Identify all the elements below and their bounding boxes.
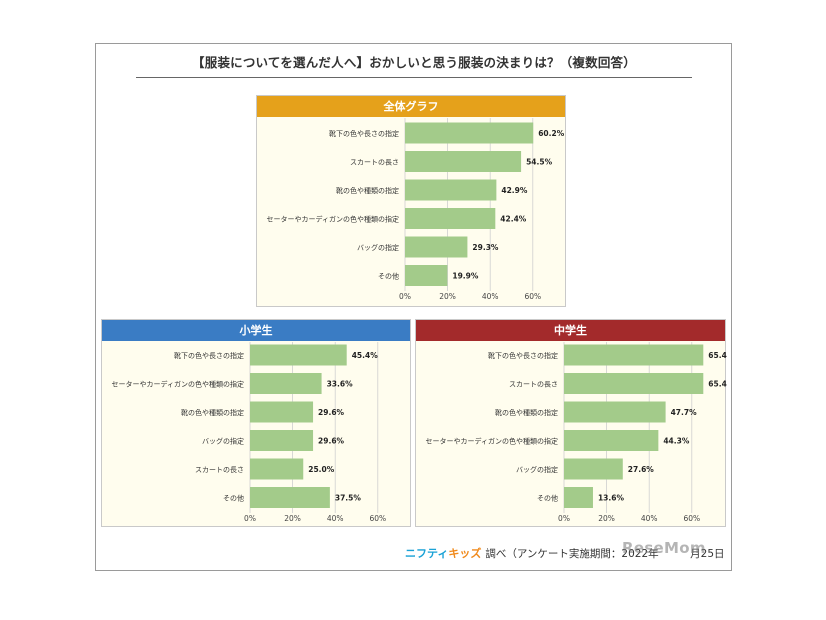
category-label: スカートの長さ xyxy=(195,466,244,474)
page-title: 【服装についてを選んだ人へ】おかしいと思う服装の決まりは？（複数回答） xyxy=(192,55,636,70)
data-label: 29.6% xyxy=(318,408,345,417)
bar xyxy=(564,373,704,394)
overall-bar-chart: 靴下の色や長さの指定 60.2% スカートの長さ 54.5% 靴の色や種類の指定 42.9… xyxy=(266,118,565,301)
overall-chart-panel: 全体グラフ 靴下の色や長さの指定 60.2% スカートの長さ 54.5% 靴の色や種類の… xyxy=(256,95,566,307)
bar xyxy=(250,487,330,508)
x-tick-label: 20% xyxy=(439,292,456,301)
data-label: 33.6% xyxy=(327,380,354,389)
bar xyxy=(250,401,314,423)
x-tick-label: 0% xyxy=(244,514,256,523)
data-label: 65.4% xyxy=(708,351,727,360)
data-label: 65.4% xyxy=(708,380,727,389)
x-tick-label: 0% xyxy=(399,292,411,301)
title-underline xyxy=(136,77,692,78)
bar xyxy=(564,344,704,366)
category-label: 靴下の色や長さの指定 xyxy=(488,351,558,360)
category-label: バッグの指定 xyxy=(516,465,558,474)
data-label: 19.9% xyxy=(452,272,479,281)
data-label: 29.3% xyxy=(472,243,499,252)
category-label: その他 xyxy=(223,494,244,503)
data-label: 42.4% xyxy=(500,215,527,224)
bar xyxy=(564,430,659,451)
category-label: その他 xyxy=(537,494,558,503)
category-label: 靴下の色や長さの指定 xyxy=(174,351,244,360)
data-label: 25.0% xyxy=(308,465,335,474)
category-label: スカートの長さ xyxy=(350,159,399,167)
x-tick-label: 40% xyxy=(482,292,499,301)
category-label: セーターやカーディガンの色や種類の指定 xyxy=(425,437,558,446)
category-label: セーターやカーディガンの色や種類の指定 xyxy=(266,215,399,224)
x-tick-label: 60% xyxy=(683,514,700,523)
bar xyxy=(405,122,534,144)
x-tick-label: 40% xyxy=(327,514,344,523)
data-label: 44.3% xyxy=(663,437,690,446)
category-label: 靴の色や種類の指定 xyxy=(495,408,558,417)
bar xyxy=(564,401,666,423)
data-label: 54.5% xyxy=(526,158,553,167)
data-label: 42.9% xyxy=(501,186,528,195)
bar xyxy=(250,430,314,451)
data-label: 27.6% xyxy=(628,465,655,474)
overall-chart-header: 全体グラフ xyxy=(257,96,565,117)
x-tick-label: 0% xyxy=(558,514,570,523)
category-label: 靴下の色や長さの指定 xyxy=(329,129,399,138)
category-label: 靴の色や種類の指定 xyxy=(181,408,244,417)
category-label: セーターやカーディガンの色や種類の指定 xyxy=(111,380,244,389)
bar xyxy=(250,458,304,480)
x-tick-label: 60% xyxy=(524,292,541,301)
bar xyxy=(405,208,496,229)
category-label: スカートの長さ xyxy=(509,381,558,389)
middle-school-chart-panel: 中学生 靴下の色や長さの指定 65.4% スカートの長さ 65.4% 靴の色や種類の指定… xyxy=(415,319,727,527)
brand-part-1: ニフティ xyxy=(405,547,449,560)
bar xyxy=(564,458,623,480)
x-tick-label: 60% xyxy=(369,514,386,523)
nifty-kids-logo: ニフティキッズ xyxy=(405,547,481,560)
data-label: 37.5% xyxy=(335,494,362,503)
middle-school-chart-header: 中学生 xyxy=(416,320,725,341)
x-tick-label: 20% xyxy=(598,514,615,523)
data-label: 29.6% xyxy=(318,437,345,446)
bar xyxy=(405,179,497,201)
bar xyxy=(564,487,593,508)
survey-period-note: 調べ（アンケート実施期間：2022年 月25日 xyxy=(485,548,725,560)
x-tick-label: 20% xyxy=(284,514,301,523)
elementary-chart-panel: 小学生 靴下の色や長さの指定 45.4% セーターやカーディガンの色や種類の指定 33… xyxy=(101,319,411,527)
survey-footer: ニフティキッズ 調べ（アンケート実施期間：2022年 月25日 xyxy=(405,542,725,562)
bar xyxy=(250,373,322,394)
data-label: 45.4% xyxy=(352,351,379,360)
data-label: 60.2% xyxy=(538,129,565,138)
middle-school-bar-chart: 靴下の色や長さの指定 65.4% スカートの長さ 65.4% 靴の色や種類の指定 47.7… xyxy=(425,342,727,523)
category-label: その他 xyxy=(378,272,399,281)
category-label: バッグの指定 xyxy=(357,243,399,252)
brand-part-2: キッズ xyxy=(448,547,482,560)
bar xyxy=(405,265,448,286)
resemom-watermark: ReseMom xyxy=(622,539,706,557)
bar xyxy=(250,344,347,366)
bar xyxy=(405,151,522,172)
x-tick-label: 40% xyxy=(641,514,658,523)
category-label: 靴の色や種類の指定 xyxy=(336,186,399,195)
bar xyxy=(405,236,468,258)
elementary-chart-header: 小学生 xyxy=(102,320,410,341)
data-label: 13.6% xyxy=(598,494,625,503)
category-label: バッグの指定 xyxy=(202,437,244,446)
data-label: 47.7% xyxy=(671,408,698,417)
elementary-bar-chart: 靴下の色や長さの指定 45.4% セーターやカーディガンの色や種類の指定 33.6% 靴… xyxy=(111,342,386,523)
